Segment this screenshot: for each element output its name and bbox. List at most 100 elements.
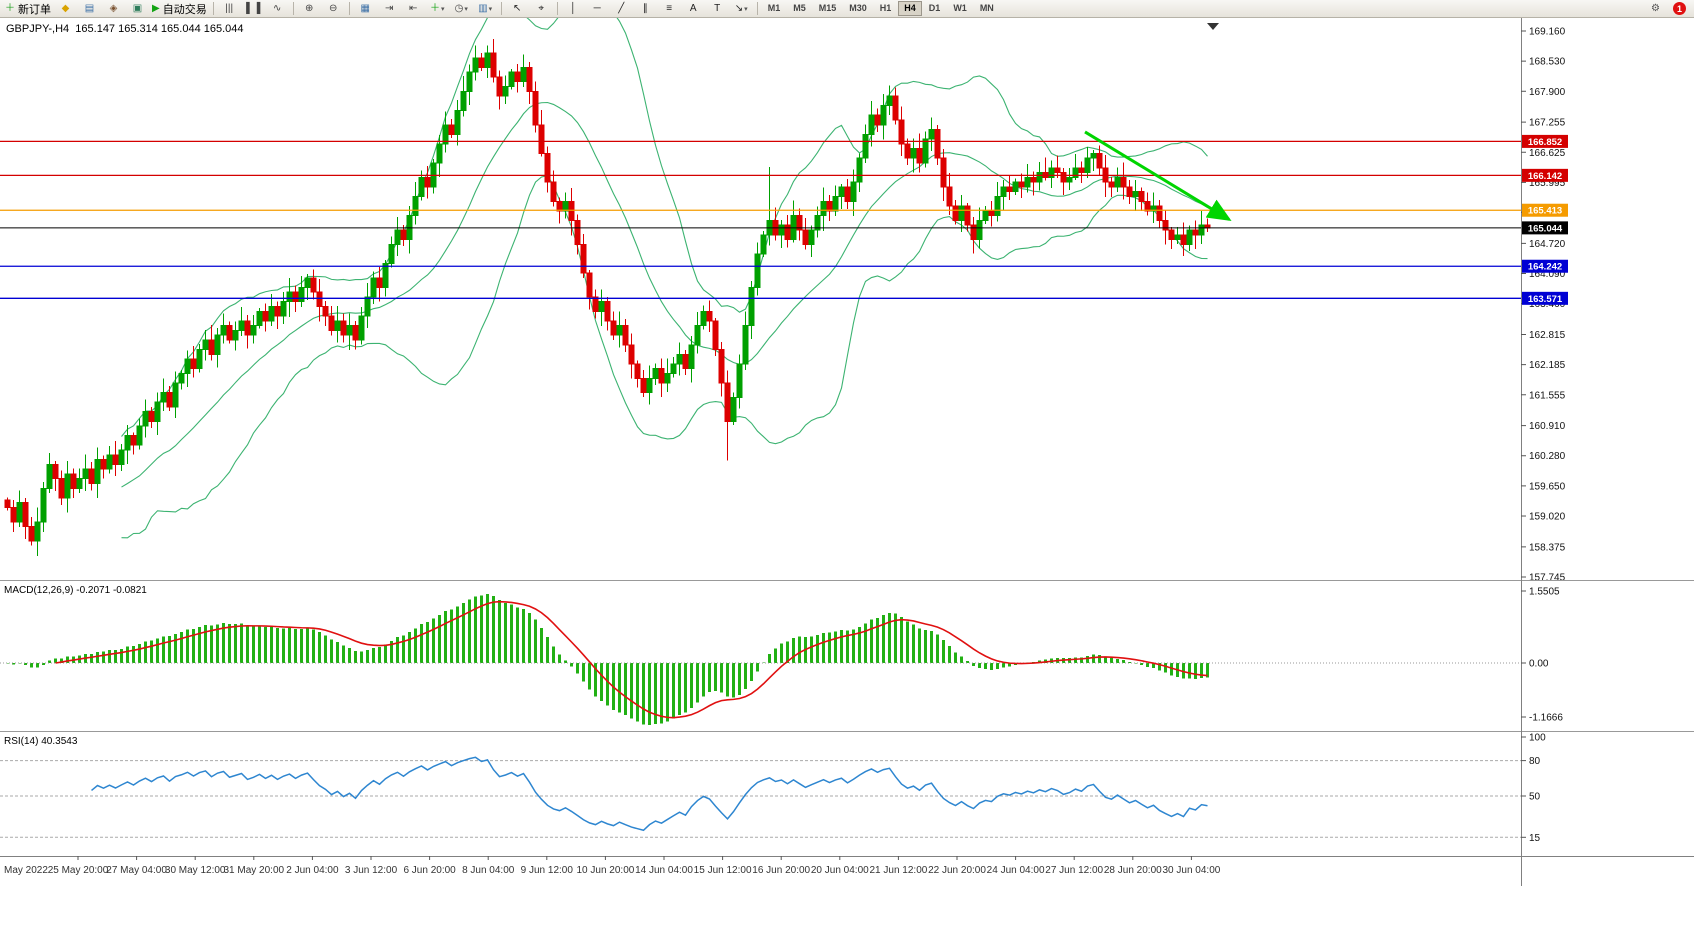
candlestick-chart-button[interactable]: ▌▐ [242,1,265,16]
svg-text:161.555: 161.555 [1529,390,1566,401]
svg-text:1.5505: 1.5505 [1529,587,1560,598]
svg-text:160.910: 160.910 [1529,421,1566,432]
svg-text:167.255: 167.255 [1529,118,1566,129]
trendline-button[interactable]: ╱ [610,1,633,16]
svg-text:165.413: 165.413 [1528,206,1562,217]
svg-text:159.020: 159.020 [1529,512,1566,523]
zoom-in-icon: ⊕ [305,2,314,14]
svg-text:165.044: 165.044 [1528,223,1563,234]
line-chart-icon: ∿ [273,2,282,14]
horizontal-line-button[interactable]: ─ [586,1,609,16]
zoom-out-button[interactable]: ⊖ [322,1,345,16]
settings-button[interactable]: ⚙ [1644,1,1667,16]
autotrading-button[interactable]: ▶ 自动交易 [150,1,209,16]
trendline-annotation[interactable] [1084,130,1232,222]
svg-text:15 Jun 12:00: 15 Jun 12:00 [694,865,752,876]
candles [4,38,1211,556]
arrows-button[interactable]: ↘ ▾ [730,1,753,16]
equidistant-channel-button[interactable]: ∥ [634,1,657,16]
timeframe-w1-button[interactable]: W1 [953,3,967,13]
svg-text:24 Jun 04:00: 24 Jun 04:00 [987,865,1045,876]
line-chart-button[interactable]: ∿ [266,1,289,16]
svg-text:28 Jun 20:00: 28 Jun 20:00 [1104,865,1162,876]
svg-text:16 Jun 20:00: 16 Jun 20:00 [752,865,810,876]
svg-text:3 Jun 12:00: 3 Jun 12:00 [345,865,398,876]
chart-shift-button[interactable]: ⇤ [402,1,425,16]
vertical-line-button[interactable]: │ [562,1,585,16]
svg-text:30 Jun 04:00: 30 Jun 04:00 [1162,865,1220,876]
navigator-icon: ◈ [109,2,118,14]
horizontal-line-icon: ─ [593,2,601,14]
label-icon: T [714,2,721,14]
svg-text:20 Jun 04:00: 20 Jun 04:00 [811,865,869,876]
svg-text:100: 100 [1529,733,1546,744]
svg-text:9 Jun 12:00: 9 Jun 12:00 [521,865,574,876]
svg-text:157.745: 157.745 [1529,573,1566,580]
timeframe-mn-button[interactable]: MN [979,3,994,13]
svg-text:162.815: 162.815 [1529,330,1566,341]
periods-button[interactable]: ◷ ▾ [450,1,473,16]
text-button[interactable]: A [682,1,705,16]
macd-panel[interactable]: 1.5505 0.00 -1.1666 [0,580,1694,731]
navigator-button[interactable]: ◈ [102,1,125,16]
svg-text:25 May 20:00: 25 May 20:00 [48,865,109,876]
svg-text:14 Jun 04:00: 14 Jun 04:00 [635,865,693,876]
terminal-button[interactable]: ▣ [126,1,149,16]
templates-button[interactable]: ▥ ▾ [474,1,497,16]
svg-text:166.142: 166.142 [1528,171,1562,182]
svg-text:15: 15 [1529,833,1541,844]
zoom-out-icon: ⊖ [329,2,338,14]
toolbar-separator [556,2,558,15]
svg-text:10 Jun 20:00: 10 Jun 20:00 [576,865,634,876]
data-window-button[interactable]: ▤ [78,1,101,16]
cursor-button[interactable]: ↖ [506,1,529,16]
indicators-button[interactable]: ＋ ▾ [426,1,449,16]
chevron-down-icon: ▾ [464,5,468,13]
label-button[interactable]: T [706,1,729,16]
tile-windows-button[interactable]: ▦ [354,1,377,16]
data-window-icon: ▤ [84,2,95,14]
rsi-panel[interactable]: 100 80 50 15 [0,731,1694,856]
bar-chart-button[interactable]: ||| [218,1,241,16]
svg-text:2 Jun 04:00: 2 Jun 04:00 [286,865,339,876]
timeframe-h1-button[interactable]: H1 [879,3,892,13]
market-watch-button[interactable]: ◆ [54,1,77,16]
bollinger-bands [121,18,1208,539]
auto-scroll-button[interactable]: ⇥ [378,1,401,16]
crosshair-button[interactable]: ⌖ [530,1,553,16]
templates-icon: ▥ [478,2,488,14]
autotrading-play-icon: ▶ [152,2,160,14]
timeframe-d1-button[interactable]: D1 [928,3,941,13]
toolbar-separator [212,2,214,15]
main-chart-canvas[interactable]: 169.160 168.530 167.900 167.255 166.625 165.9… [0,18,1694,580]
rsi-axis: 100 80 50 15 [1521,731,1546,856]
rsi-levels [0,760,1521,838]
fibonacci-button[interactable]: ≡ [658,1,681,16]
timeframe-m15-button[interactable]: M15 [818,3,837,13]
timeframe-h4-button[interactable]: H4 [898,1,922,16]
timeframe-m1-button[interactable]: M1 [767,3,781,13]
vertical-line-icon: │ [570,2,577,14]
macd-axis: 1.5505 0.00 -1.1666 [1521,580,1563,731]
svg-text:0.00: 0.00 [1529,659,1549,670]
chart-shift-marker[interactable] [1207,23,1219,30]
market-watch-icon: ◆ [61,2,70,14]
chevron-down-icon: ▾ [440,5,445,13]
timeframe-m30-button[interactable]: M30 [849,3,867,13]
month-label: May 2022 [4,865,48,876]
svg-text:164.090: 164.090 [1529,269,1566,280]
notification-badge[interactable]: 1 [1673,2,1686,15]
indicators-plus-icon: ＋ [429,2,440,14]
zoom-in-button[interactable]: ⊕ [298,1,321,16]
svg-text:6 Jun 20:00: 6 Jun 20:00 [403,865,456,876]
trendline-icon: ╱ [618,2,625,14]
horizontal-levels[interactable] [0,140,1521,299]
bar-chart-icon: ||| [225,2,234,14]
new-order-button[interactable]: ＋新订单 [3,1,53,16]
chevron-down-icon: ▾ [488,5,493,13]
svg-text:167.900: 167.900 [1529,87,1566,98]
timeframe-m5-button[interactable]: M5 [793,3,806,13]
toolbar-separator [756,2,758,15]
crosshair-icon: ⌖ [538,2,545,14]
